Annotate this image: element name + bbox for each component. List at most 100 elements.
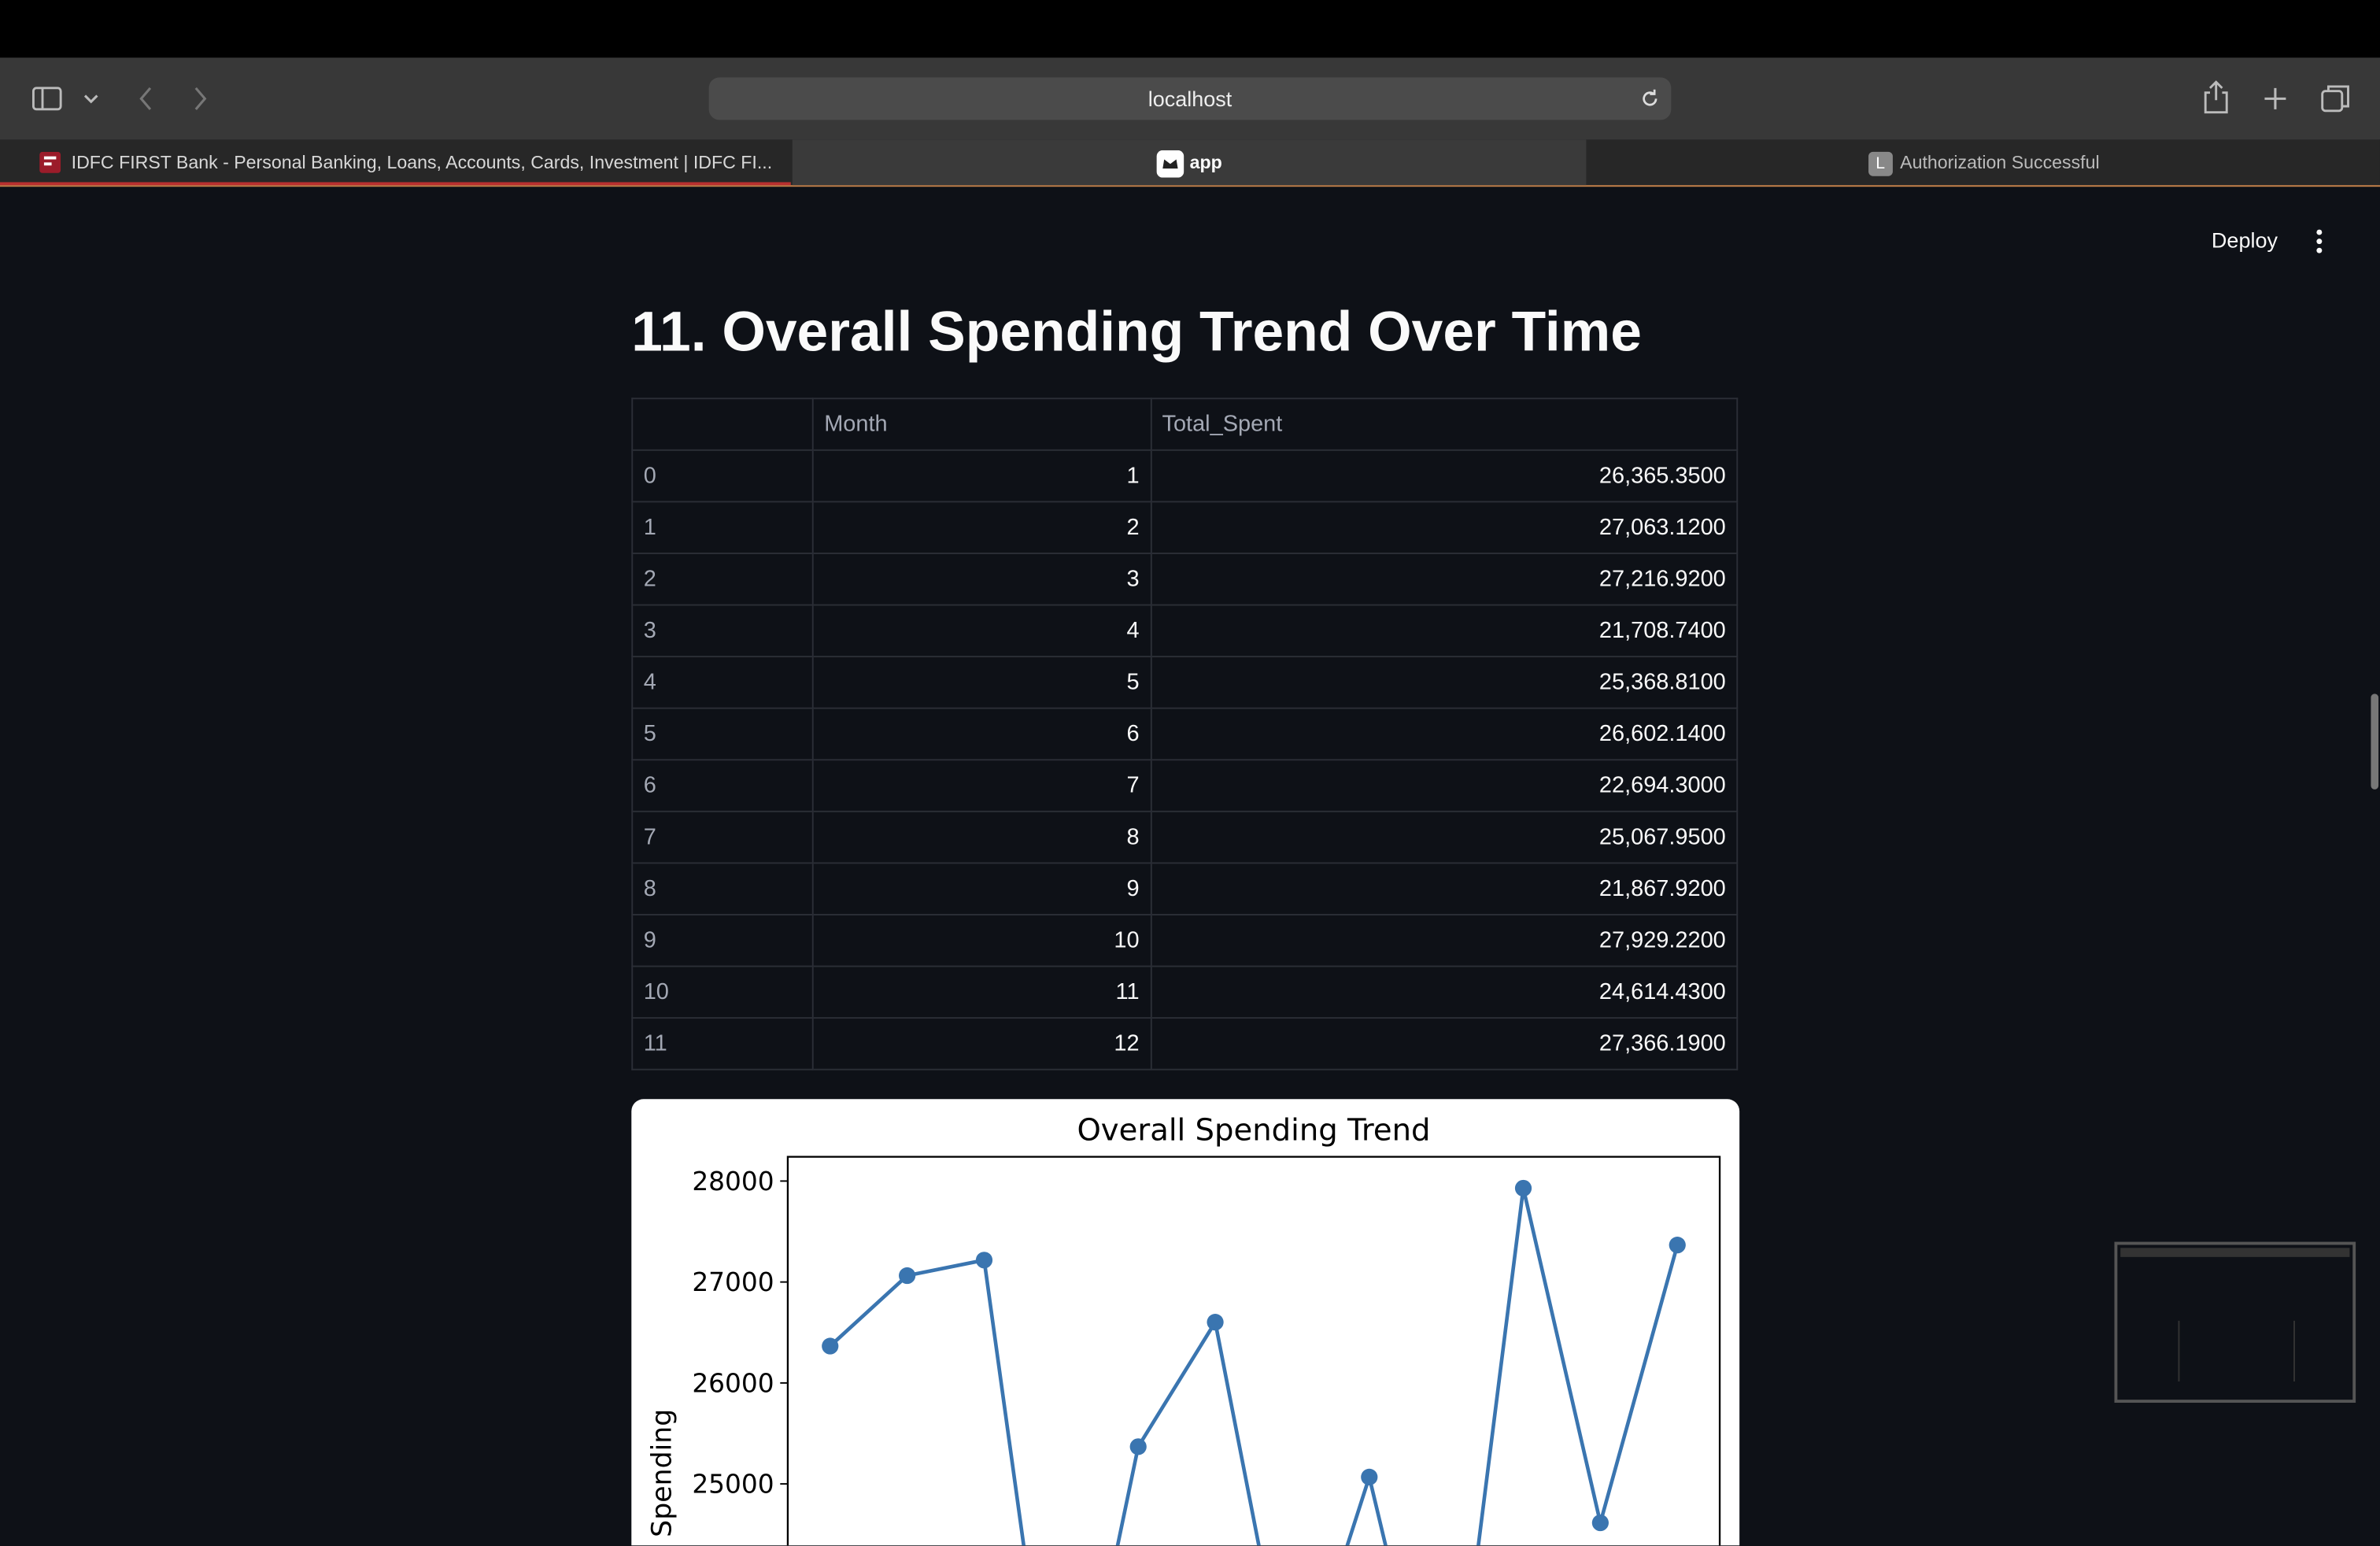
table-cell: 10 [811,913,1152,967]
table-cell: 9 [811,862,1152,915]
tab-active[interactable]: app [792,139,1587,186]
table-cell: 2 [811,501,1152,554]
tab[interactable]: L Authorization Successful [1587,139,2380,185]
table-cell: 25,067.9500 [1150,810,1739,864]
tab-title: IDFC FIRST Bank - Personal Banking, Loan… [71,151,773,173]
table-cell: 24,614.4300 [1150,965,1739,1019]
table-cell: 22,694.3000 [1150,759,1739,812]
reload-button[interactable] [1638,87,1662,111]
line [829,1187,1680,1546]
tab-title: Authorization Successful [1900,151,2100,173]
share-button[interactable] [2204,80,2228,114]
new-tab-button[interactable] [2264,87,2286,109]
table-cell: 27,216.9200 [1150,552,1739,606]
row-index: 5 [631,707,814,761]
favicon [39,151,61,173]
chart-title: Overall Spending Trend [1077,1112,1430,1148]
forward-button[interactable] [194,87,207,110]
thumbnail-table [2178,1320,2295,1381]
row-index: 6 [631,759,814,812]
table-row: 4 5 25,368.8100 [631,656,1739,709]
row-index: 2 [631,552,814,606]
scrollbar[interactable] [2371,693,2379,790]
tab-menu-button[interactable] [83,94,98,104]
chart: Overall Spending Trend 25000 26000 27000 280… [646,1112,1721,1546]
y-tick-label: 27000 [692,1267,774,1297]
row-index: 10 [631,965,814,1019]
chart-figure: Overall Spending Trend 25000 26000 27000 280… [631,1099,1740,1546]
table-cell: 4 [811,604,1152,658]
table-row: 6 7 22,694.3000 [631,759,1739,812]
table-cell: 26,602.1400 [1150,707,1739,761]
table-row: 7 8 25,067.9500 [631,810,1739,864]
y-axis-label: Total Spending [646,1409,678,1546]
section-heading: 11. Overall Spending Trend Over Time [631,300,1642,363]
table-cell: 21,867.9200 [1150,862,1739,915]
nav-icons [31,87,207,111]
y-tick-label: 25000 [692,1470,774,1500]
table-row: 11 12 27,366.1900 [631,1017,1739,1071]
point [1669,1237,1686,1254]
table-cell: 11 [811,965,1152,1019]
y-tick-label: 28000 [692,1167,774,1196]
header-row: Month Total_Spent [631,398,1739,451]
thumbnail-toolbar [2120,1248,2350,1257]
table-row: 8 9 21,867.9200 [631,862,1739,915]
table-row: 5 6 26,602.1400 [631,707,1739,761]
table-cell: 12 [811,1017,1152,1071]
row-index: 3 [631,604,814,658]
plot-area [786,1156,1721,1546]
point [899,1267,916,1285]
right-icons [2204,80,2349,114]
table-row: 0 1 26,365.3500 [631,449,1739,503]
tab-bar: IDFC FIRST Bank - Personal Banking, Loan… [0,139,2380,187]
table-cell: 25,368.8100 [1150,656,1739,709]
sidebar-button[interactable] [31,87,62,111]
point [1207,1314,1224,1331]
point [975,1252,993,1269]
data-table: Month Total_Spent 0 1 26,365.3500 1 2 27,063.1… [631,398,1739,1071]
menu-bar [0,0,2380,58]
table-cell: 5 [811,656,1152,709]
main-menu-button[interactable] [2310,227,2328,255]
table-cell: 3 [811,552,1152,606]
tab-title: app [1189,151,1222,173]
column-header: Month [811,398,1152,451]
point [822,1337,839,1355]
y-tick-label: 26000 [692,1368,774,1398]
table-cell: 21,708.7400 [1150,604,1739,658]
row-index: 4 [631,656,814,709]
table-row: 2 3 27,216.9200 [631,552,1739,606]
table-cell: 27,366.1900 [1150,1017,1739,1071]
column-header: Total_Spent [1150,398,1739,451]
table-row: 9 10 27,929.2200 [631,913,1739,967]
deploy-button[interactable]: Deploy [2211,227,2278,253]
point [1129,1438,1147,1455]
table-row: 3 4 21,708.7400 [631,604,1739,658]
table-cell: 27,929.2200 [1150,913,1739,967]
row-index: 8 [631,862,814,915]
tab[interactable]: IDFC FIRST Bank - Personal Banking, Loan… [0,139,791,186]
row-index: 9 [631,913,814,967]
point [1591,1514,1609,1532]
row-index: 11 [631,1017,814,1071]
table-row: 10 11 24,614.4300 [631,965,1739,1019]
point [1514,1179,1532,1197]
favicon [1156,150,1184,178]
index-header [631,398,814,451]
point [1361,1468,1378,1486]
tab-overview-button[interactable] [2321,85,2349,113]
table-cell: 8 [811,810,1152,864]
row-index: 7 [631,810,814,864]
page-thumbnail[interactable] [2114,1241,2356,1403]
table-cell: 26,365.3500 [1150,449,1739,503]
table-row: 1 2 27,063.1200 [631,501,1739,554]
back-button[interactable] [139,87,152,110]
row-index: 0 [631,449,814,503]
table-cell: 1 [811,449,1152,503]
table-cell: 7 [811,759,1152,812]
favicon-letter: L [1868,151,1893,176]
address-bar[interactable]: localhost [708,77,1672,120]
